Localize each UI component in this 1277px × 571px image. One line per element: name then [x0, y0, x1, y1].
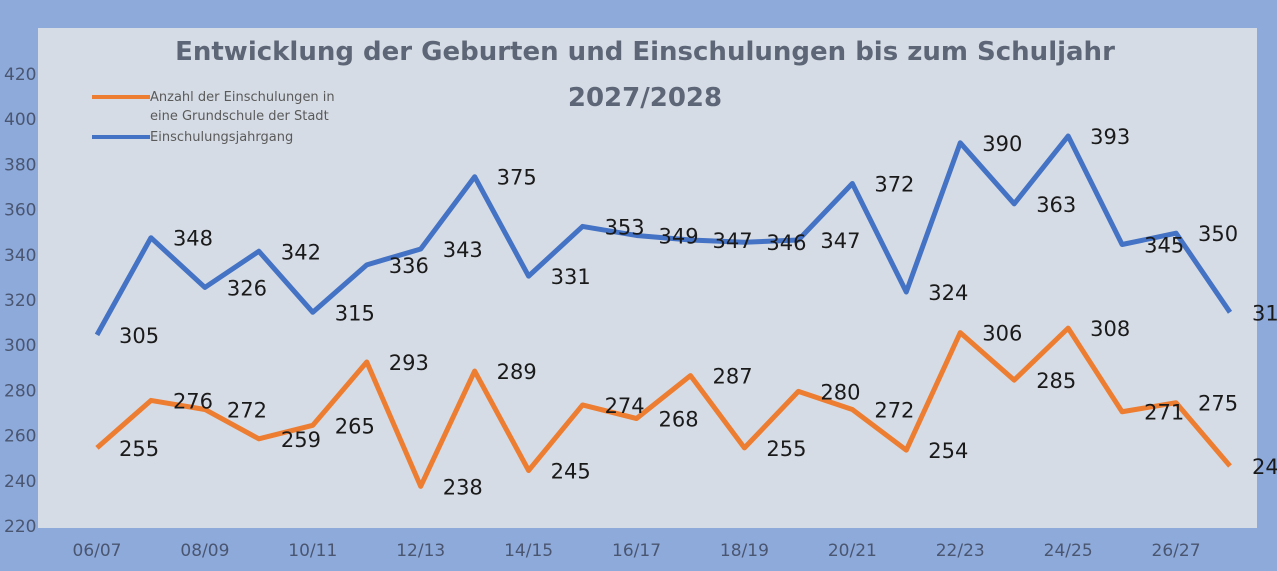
data-label: 326: [227, 276, 267, 300]
y-tick-label: 300: [4, 336, 36, 356]
x-tick-label: 12/13: [396, 541, 445, 561]
legend-label: Anzahl der Einschulungen in eine Grundsc…: [150, 90, 335, 124]
data-label: 259: [281, 428, 321, 452]
data-label: 274: [605, 394, 645, 418]
data-label: 336: [389, 254, 429, 278]
legend-swatch: [92, 135, 150, 139]
data-label: 306: [982, 322, 1022, 346]
y-tick-label: 260: [4, 427, 36, 447]
data-label: 272: [874, 398, 914, 422]
legend-item: Anzahl der Einschulungen in eine Grundsc…: [92, 88, 362, 126]
data-label: 324: [928, 281, 968, 305]
data-label: 353: [605, 215, 645, 239]
x-tick-label: 20/21: [828, 541, 877, 561]
data-label: 247: [1252, 455, 1277, 479]
legend-swatch: [92, 95, 150, 99]
data-label: 287: [712, 365, 752, 389]
x-tick-label: 10/11: [288, 541, 337, 561]
data-label: 308: [1090, 317, 1130, 341]
x-tick-label: 18/19: [720, 541, 769, 561]
x-tick-label: 24/25: [1044, 541, 1093, 561]
data-label: 393: [1090, 125, 1130, 149]
data-label: 254: [928, 439, 968, 463]
x-tick-label: 06/07: [73, 541, 122, 561]
y-tick-label: 400: [4, 110, 36, 130]
data-label: 275: [1198, 392, 1238, 416]
legend-label: Einschulungsjahrgang: [150, 130, 294, 145]
y-tick-label: 280: [4, 381, 36, 401]
chart-title: Entwicklung der Geburten und Einschulung…: [175, 37, 1115, 113]
x-tick-label: 08/09: [180, 541, 229, 561]
y-tick-label: 380: [4, 155, 36, 175]
y-tick-label: 320: [4, 291, 36, 311]
data-label: 331: [551, 265, 591, 289]
data-label: 238: [443, 475, 483, 499]
data-label: 315: [1252, 301, 1277, 325]
x-tick-label: 16/17: [612, 541, 661, 561]
data-label: 390: [982, 132, 1022, 156]
data-label: 315: [335, 301, 375, 325]
data-label: 349: [659, 224, 699, 248]
data-label: 342: [281, 240, 321, 264]
y-tick-label: 240: [4, 472, 36, 492]
data-label: 293: [389, 351, 429, 375]
plot-area: [38, 28, 1257, 528]
x-tick-label: 22/23: [936, 541, 985, 561]
data-label: 268: [659, 408, 699, 432]
y-tick-label: 420: [4, 65, 36, 85]
x-tick-label: 26/27: [1152, 541, 1201, 561]
data-label: 255: [766, 437, 806, 461]
data-label: 375: [497, 166, 537, 190]
data-label: 276: [173, 389, 213, 413]
y-tick-label: 220: [4, 517, 36, 537]
data-label: 285: [1036, 369, 1076, 393]
data-label: 255: [119, 437, 159, 461]
legend-item: Einschulungsjahrgang: [92, 128, 362, 147]
data-label: 372: [874, 172, 914, 196]
data-label: 343: [443, 238, 483, 262]
series-line: [94, 133, 1233, 337]
x-tick-label: 14/15: [504, 541, 553, 561]
data-label: 350: [1198, 222, 1238, 246]
data-label: 271: [1144, 401, 1184, 425]
data-label: 348: [173, 227, 213, 251]
legend: Anzahl der Einschulungen in eine Grundsc…: [92, 88, 362, 149]
y-tick-label: 340: [4, 246, 36, 266]
data-label: 347: [820, 229, 860, 253]
data-label: 245: [551, 460, 591, 484]
y-tick-label: 360: [4, 201, 36, 221]
data-label: 346: [766, 231, 806, 255]
data-label: 363: [1036, 193, 1076, 217]
data-label: 280: [820, 380, 860, 404]
data-label: 289: [497, 360, 537, 384]
series-line: [95, 325, 1232, 489]
data-label: 305: [119, 324, 159, 348]
data-label: 265: [335, 414, 375, 438]
data-label: 347: [712, 229, 752, 253]
data-label: 345: [1144, 234, 1184, 258]
data-label: 272: [227, 398, 267, 422]
